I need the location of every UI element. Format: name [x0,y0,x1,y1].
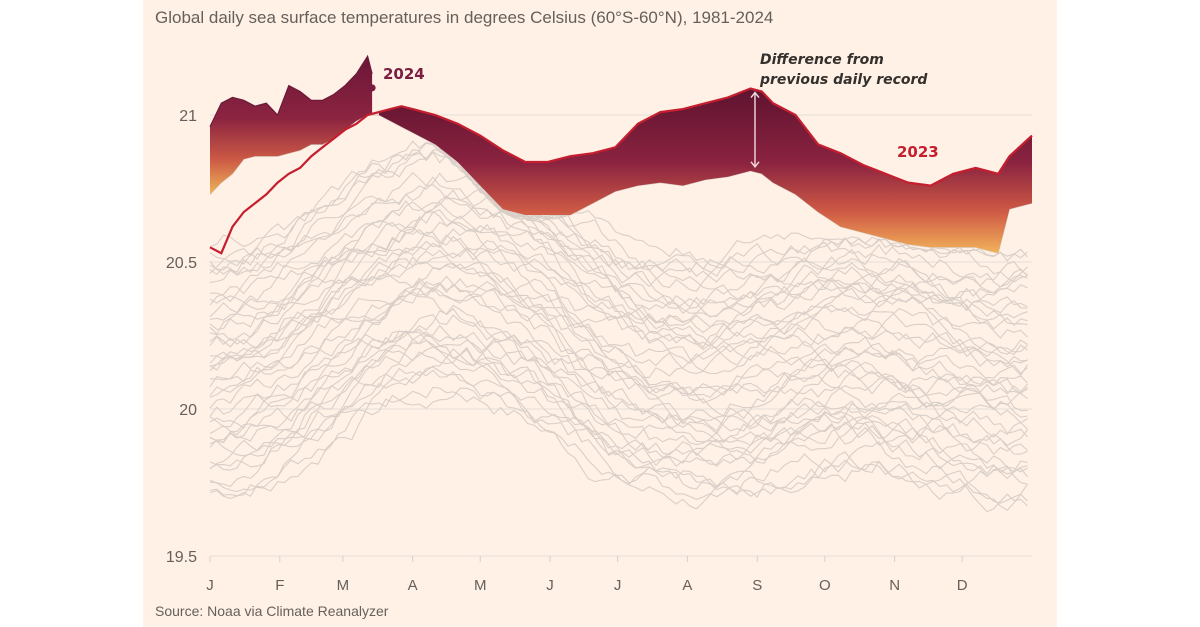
annotation-arrow-head-up [750,91,760,98]
historic-year-line [209,324,1028,438]
historic-year-line [209,287,1028,411]
area-2024-above-record [210,56,373,195]
historic-year-line [209,172,1028,314]
historical-year-lines [209,114,1033,513]
historic-year-line [209,258,1028,377]
historic-year-line [209,172,1028,294]
historic-year-line [209,369,1028,496]
historic-year-line [209,140,1028,268]
historic-year-line [209,249,1028,386]
historic-year-line [209,228,1028,366]
y-tick-label-20: 20 [179,402,197,419]
historic-year-line [209,345,1028,489]
label-2024: 2024 [383,65,425,83]
historic-year-line [209,275,1028,400]
x-tick-label-A: A [408,577,418,594]
chart-title: Global daily sea surface temperatures in… [155,8,774,27]
x-tick-label-A: A [682,577,692,594]
x-tick-label-F: F [275,577,284,594]
x-tick-label-D: D [957,577,968,594]
x-tick-label-M: M [474,577,487,594]
historic-year-line [209,278,1028,404]
record-difference-areas [210,56,1032,254]
historic-year-line [209,287,1028,432]
y-tick-label-21: 21 [179,108,197,125]
annotation-line1: Difference from [760,52,884,68]
historic-year-line [209,386,1028,513]
annotation-line2: previous daily record [759,72,928,88]
chart-source: Source: Noaa via Climate Reanalyzer [155,603,389,619]
historic-year-line [209,356,1028,478]
label-2023: 2023 [897,143,939,161]
historic-year-line [209,240,1028,365]
y-tick-label-19.5: 19.5 [166,549,197,566]
marker-2024-end [368,84,376,92]
area-2023-above-record [378,88,1032,254]
y-tick-label-20.5: 20.5 [166,255,197,272]
x-tick-label-J: J [206,577,214,594]
annotation-arrow-head-down [750,161,760,168]
historic-year-line [209,328,1028,447]
historic-year-line [209,200,1028,330]
line-2023 [209,87,1033,255]
historic-year-line [209,195,1028,319]
x-tick-label-N: N [889,577,900,594]
historic-year-line [209,189,1028,314]
historic-year-line [209,314,1028,443]
annotation: Difference from previous daily record [750,52,928,168]
series-lines [209,54,1033,255]
x-tick-label-O: O [819,577,831,594]
historic-year-line [209,330,1028,473]
line-2024 [209,54,373,128]
x-tick-label-S: S [752,577,762,594]
historic-year-line [209,346,1028,475]
historic-year-line [209,221,1028,355]
historic-year-line [209,231,1028,353]
historic-year-line [209,281,1028,417]
x-tick-label-J: J [546,577,554,594]
historic-year-line [209,366,1028,504]
historic-year-line [209,338,1028,464]
x-tick-label-J: J [614,577,622,594]
y-axis-labels: 21 20.5 20 19.5 [166,108,197,566]
historic-year-line [209,209,1028,333]
x-tick-label-M: M [337,577,350,594]
